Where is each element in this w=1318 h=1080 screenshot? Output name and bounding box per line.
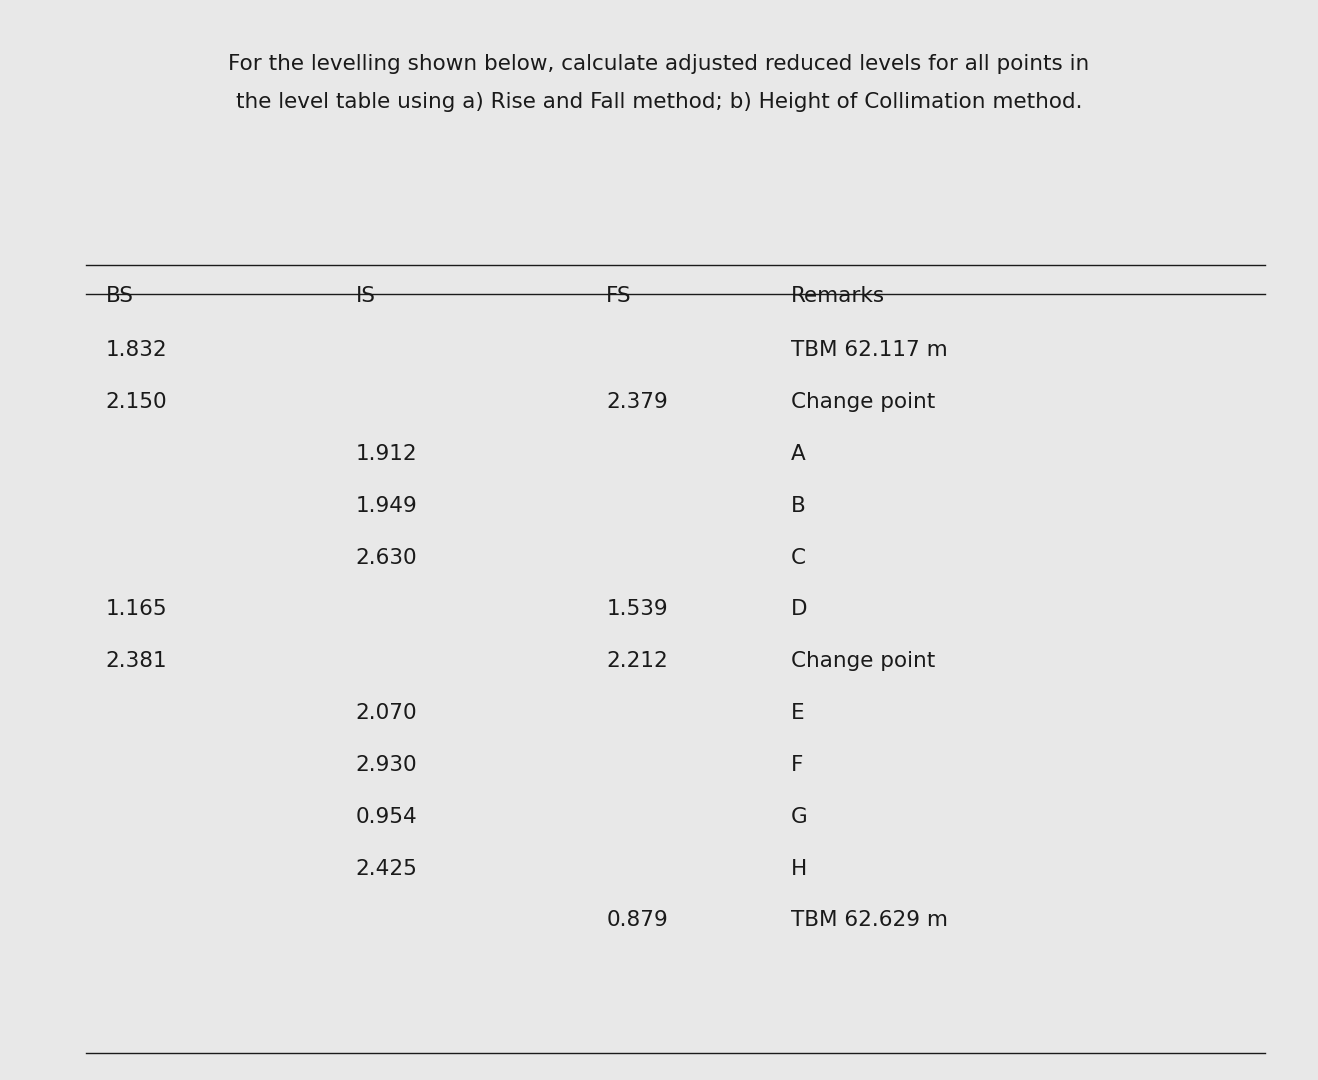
Text: G: G <box>791 807 808 827</box>
Text: 2.379: 2.379 <box>606 392 668 413</box>
Text: 0.954: 0.954 <box>356 807 418 827</box>
Text: B: B <box>791 496 805 516</box>
Text: IS: IS <box>356 286 376 307</box>
Text: Change point: Change point <box>791 392 934 413</box>
Text: For the levelling shown below, calculate adjusted reduced levels for all points : For the levelling shown below, calculate… <box>228 54 1090 75</box>
Text: 1.539: 1.539 <box>606 599 668 620</box>
Text: C: C <box>791 548 805 568</box>
Text: Remarks: Remarks <box>791 286 884 307</box>
Text: 2.425: 2.425 <box>356 859 418 879</box>
Text: 2.930: 2.930 <box>356 755 418 775</box>
Text: Change point: Change point <box>791 651 934 672</box>
Text: 0.879: 0.879 <box>606 910 668 931</box>
Text: 2.630: 2.630 <box>356 548 418 568</box>
Text: 2.381: 2.381 <box>105 651 167 672</box>
Text: 1.832: 1.832 <box>105 340 167 361</box>
Text: 1.912: 1.912 <box>356 444 418 464</box>
Text: H: H <box>791 859 807 879</box>
Text: 1.165: 1.165 <box>105 599 167 620</box>
Text: 1.949: 1.949 <box>356 496 418 516</box>
Text: A: A <box>791 444 805 464</box>
Text: BS: BS <box>105 286 133 307</box>
Text: TBM 62.117 m: TBM 62.117 m <box>791 340 948 361</box>
Text: E: E <box>791 703 804 724</box>
Text: 2.070: 2.070 <box>356 703 418 724</box>
Text: FS: FS <box>606 286 631 307</box>
Text: TBM 62.629 m: TBM 62.629 m <box>791 910 948 931</box>
Text: the level table using a) Rise and Fall method; b) Height of Collimation method.: the level table using a) Rise and Fall m… <box>236 92 1082 112</box>
Text: D: D <box>791 599 808 620</box>
Text: 2.150: 2.150 <box>105 392 167 413</box>
Text: 2.212: 2.212 <box>606 651 668 672</box>
Text: F: F <box>791 755 803 775</box>
